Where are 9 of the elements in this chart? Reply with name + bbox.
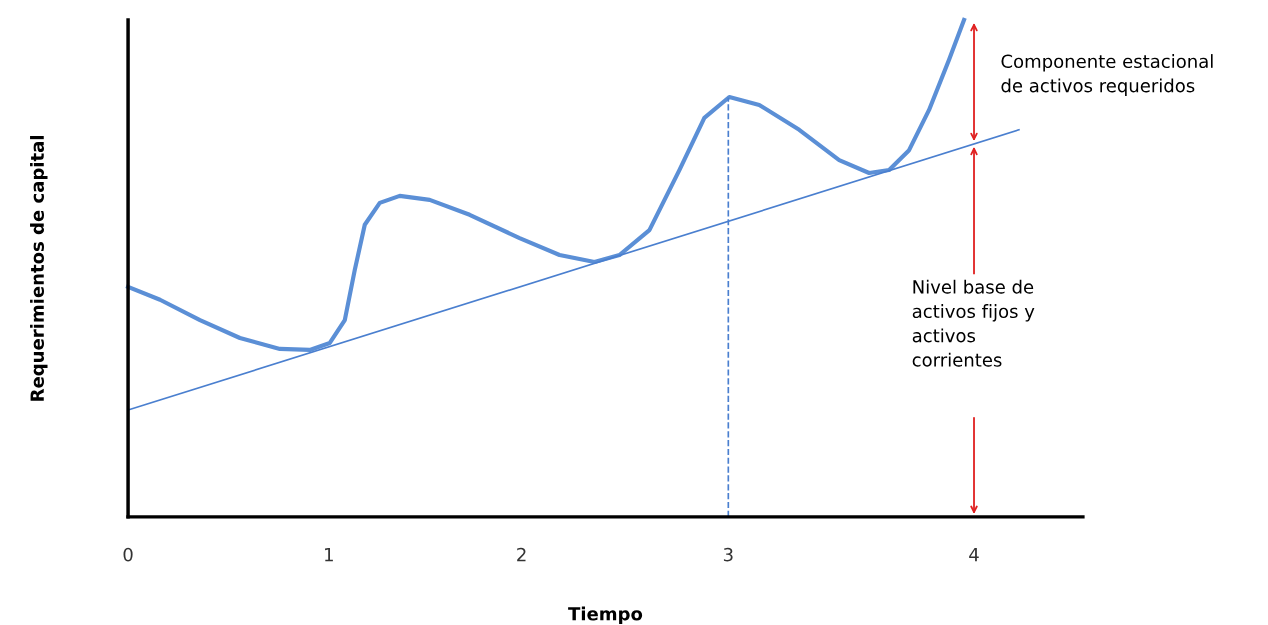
y-axis-title: Requerimientos de capital bbox=[30, 136, 48, 401]
x-tick-label: 2 bbox=[517, 547, 526, 562]
x-tick-label: 4 bbox=[969, 547, 979, 562]
x-axis-title: Tiempo bbox=[568, 606, 643, 625]
x-tick-label: 0 bbox=[123, 547, 133, 562]
x-tick-label: 3 bbox=[723, 547, 733, 562]
annotation: Componente estacional de activos requeridos bbox=[1001, 54, 1213, 96]
annotation: Nivel base de activos fijos y activos corrientes bbox=[912, 279, 1035, 367]
x-tick-label: 1 bbox=[325, 547, 333, 562]
